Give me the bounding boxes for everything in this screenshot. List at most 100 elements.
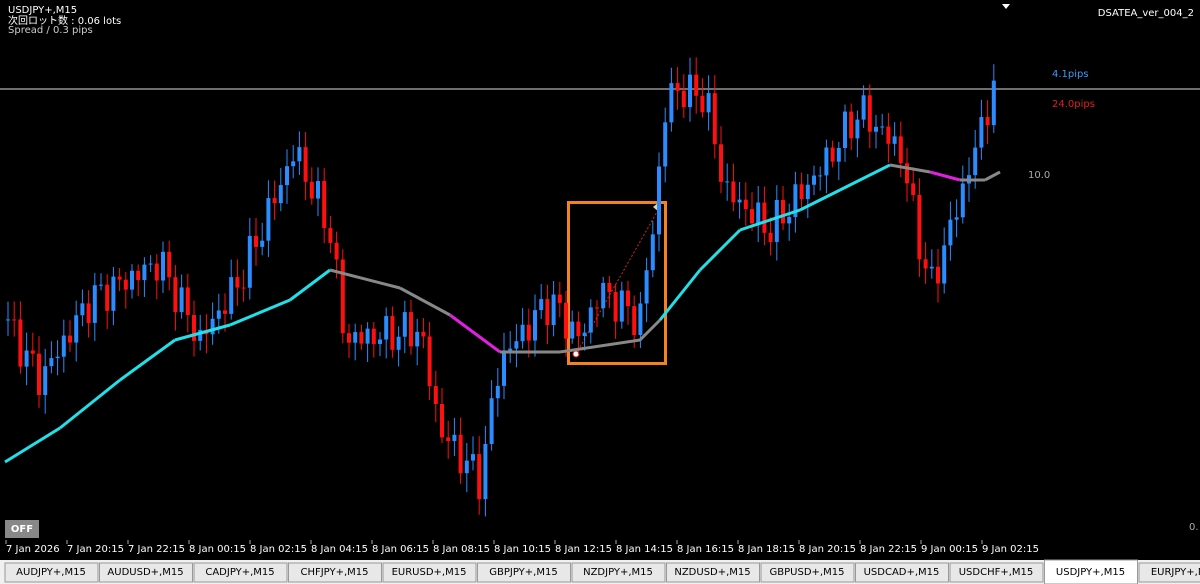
tab-label[interactable]: USDCHF+,M15 <box>959 567 1034 578</box>
candle <box>936 266 940 284</box>
tab-label[interactable]: CADJPY+,M15 <box>205 567 274 578</box>
candle <box>849 111 854 139</box>
candle <box>167 251 172 278</box>
candle <box>743 199 748 210</box>
candle <box>545 299 550 326</box>
time-label: 8 Jan 06:15 <box>372 544 429 555</box>
candle <box>539 299 544 311</box>
candle <box>61 335 66 357</box>
candle <box>322 181 327 229</box>
candle <box>533 310 537 341</box>
time-label: 8 Jan 18:15 <box>738 544 795 555</box>
candle <box>991 80 996 126</box>
candle <box>898 136 903 164</box>
candle <box>781 199 785 224</box>
candle <box>421 331 426 337</box>
candle <box>384 316 389 340</box>
tab-label[interactable]: CHFJPY+,M15 <box>300 567 368 578</box>
candle <box>173 277 178 313</box>
candle <box>855 119 860 139</box>
candle <box>266 198 271 241</box>
off-label[interactable]: OFF <box>11 524 33 535</box>
candle <box>818 175 823 177</box>
tab[interactable] <box>666 562 760 583</box>
moving-average <box>559 338 641 354</box>
candle <box>43 366 48 396</box>
off-button[interactable] <box>5 520 39 538</box>
candle <box>328 228 333 243</box>
candle <box>260 240 265 247</box>
tab[interactable] <box>288 562 382 583</box>
time-label: 8 Jan 20:15 <box>799 544 856 555</box>
candle <box>210 318 215 335</box>
candle <box>917 194 922 260</box>
candle <box>762 202 767 233</box>
tab[interactable] <box>855 562 949 583</box>
candle <box>30 350 35 354</box>
candle <box>985 117 990 126</box>
tab-label[interactable]: GBPJPY+,M15 <box>489 567 557 578</box>
candle <box>291 161 296 167</box>
candle <box>272 198 277 204</box>
tab-label[interactable]: GBPUSD+,M15 <box>770 567 845 578</box>
candle <box>669 83 674 123</box>
time-label: 9 Jan 02:15 <box>982 544 1039 555</box>
candle <box>843 111 847 148</box>
candle <box>836 147 841 162</box>
candle <box>712 93 717 145</box>
candle <box>6 319 10 321</box>
tab-label[interactable]: NZDUSD+,M15 <box>674 567 750 578</box>
tab-label[interactable]: USDCAD+,M15 <box>864 567 940 578</box>
candle <box>223 310 227 314</box>
candle <box>793 184 798 218</box>
candle <box>303 147 308 182</box>
tab-label[interactable]: NZDJPY+,M15 <box>583 567 653 578</box>
candle <box>929 266 934 269</box>
candle <box>719 144 723 182</box>
tab[interactable] <box>382 562 477 583</box>
candle <box>756 202 761 224</box>
time-label: 7 Jan 22:15 <box>128 544 185 555</box>
tab-label[interactable]: USDJPY+,M15 <box>1056 567 1125 578</box>
time-label: 7 Jan 20:15 <box>67 544 124 555</box>
tab-label[interactable]: AUDUSD+,M15 <box>107 567 183 578</box>
candle <box>632 306 637 335</box>
candle <box>111 276 116 311</box>
tab[interactable] <box>477 562 571 583</box>
candle <box>880 126 885 128</box>
candle <box>688 74 692 108</box>
tab[interactable] <box>1044 559 1138 584</box>
tab-label[interactable]: EURJPY+,M15 <box>1151 567 1200 578</box>
moving-average <box>984 170 1001 182</box>
candle <box>942 245 947 284</box>
candle <box>340 259 345 334</box>
tab[interactable] <box>760 562 855 583</box>
candle <box>874 126 878 132</box>
tab[interactable] <box>1138 562 1200 583</box>
candle <box>347 333 351 343</box>
candle <box>285 166 289 186</box>
candle <box>80 303 85 316</box>
candle <box>774 199 779 242</box>
candle <box>247 235 252 288</box>
candle <box>675 83 680 91</box>
candle <box>948 219 953 246</box>
time-label: 7 Jan 2026 <box>6 544 60 555</box>
tab[interactable] <box>949 562 1044 583</box>
candle <box>18 319 23 367</box>
time-label: 8 Jan 04:15 <box>311 544 368 555</box>
candle <box>74 315 79 343</box>
tab[interactable] <box>193 562 288 583</box>
candle <box>706 93 711 113</box>
tab[interactable] <box>4 562 99 583</box>
moving-average <box>839 163 891 192</box>
time-label: 8 Jan 10:15 <box>494 544 551 555</box>
time-label: 8 Jan 02:15 <box>250 544 307 555</box>
tab-label[interactable]: EURUSD+,M15 <box>392 567 467 578</box>
tab[interactable] <box>571 562 666 583</box>
moving-average <box>399 286 451 317</box>
candle <box>954 217 959 220</box>
tab-label[interactable]: AUDJPY+,M15 <box>16 567 86 578</box>
tab[interactable] <box>99 562 193 583</box>
moving-average <box>799 188 841 212</box>
